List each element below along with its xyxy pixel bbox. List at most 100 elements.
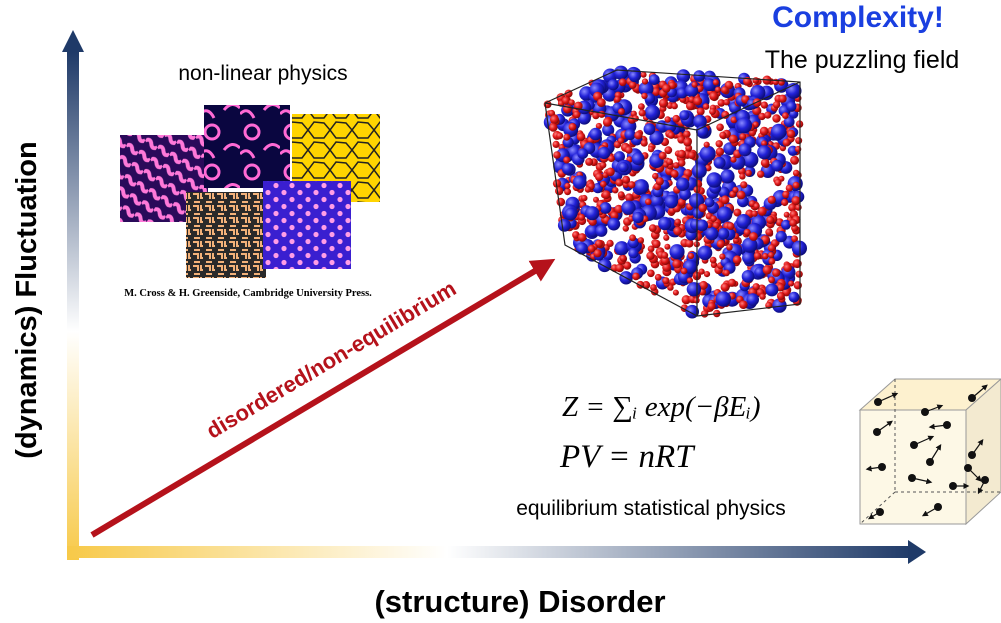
blue-sphere [676,177,690,191]
red-sphere [647,269,655,278]
blue-sphere [650,194,664,208]
red-sphere [720,282,730,292]
equation-partition-function: Z = ∑ᵢ exp(−βEᵢ) [562,391,761,423]
red-sphere [683,130,691,138]
red-sphere [619,254,627,262]
red-sphere [700,310,709,318]
diagonal-arrow-line [90,258,556,538]
red-sphere [709,108,716,115]
red-sphere [564,182,571,189]
blue-sphere [697,245,713,261]
red-sphere [749,232,758,241]
red-sphere [664,243,671,250]
red-sphere [698,203,708,213]
blue-sphere [781,219,791,230]
red-sphere [782,138,791,147]
blue-sphere [704,197,715,208]
blue-sphere [783,116,795,128]
red-sphere [677,135,686,144]
red-sphere [795,137,803,145]
red-sphere [581,194,588,202]
red-sphere [599,161,607,169]
red-sphere [792,181,800,189]
red-sphere [709,256,717,264]
red-sphere [576,132,586,141]
red-sphere [606,239,614,247]
blue-sphere [577,148,589,160]
red-sphere [752,283,760,291]
red-sphere [612,187,619,194]
red-sphere [727,278,737,287]
blue-sphere [686,282,702,297]
red-sphere [615,178,624,187]
blue-sphere [577,111,591,125]
red-sphere [728,134,738,144]
blue-sphere [741,270,755,283]
red-sphere [766,215,775,225]
cube-frame [544,69,801,317]
nonlinear-credit: M. Cross & H. Greenside, Cambridge Unive… [124,288,372,299]
blue-sphere [648,74,660,85]
red-sphere [783,211,790,218]
blue-sphere [631,152,645,166]
red-sphere [686,101,695,111]
red-sphere [674,218,682,226]
red-sphere [703,141,710,148]
red-sphere [757,206,767,216]
blue-sphere [628,248,639,259]
pattern-rings [204,105,290,188]
blue-sphere [614,241,629,256]
complexity-subtitle: The puzzling field [765,46,960,74]
red-sphere [721,86,729,94]
red-sphere [556,197,566,207]
blue-sphere [676,87,688,99]
red-sphere [745,169,752,177]
red-sphere [699,280,708,290]
axes [62,30,926,564]
red-sphere [632,115,639,122]
blue-sphere [765,283,779,297]
red-sphere [687,151,696,160]
blue-sphere [788,291,800,303]
blue-sphere [643,123,656,135]
red-sphere [597,98,606,107]
blue-sphere [561,163,574,175]
red-sphere [634,131,643,140]
red-sphere [764,111,772,119]
red-sphere [732,255,742,265]
equation-ideal-gas: PV = nRT [559,439,696,475]
gas-particle [874,398,882,406]
red-sphere [618,108,625,115]
red-sphere [595,172,604,182]
red-sphere [614,96,621,103]
red-sphere [552,179,562,188]
red-sphere [671,102,678,110]
equilibrium-caption: equilibrium statistical physics [516,497,786,520]
red-sphere [662,262,672,272]
blue-sphere [644,104,661,121]
red-sphere [640,139,648,147]
red-sphere [765,228,774,237]
diagonal-arrow-label: disordered/non-equilibrium [202,276,460,444]
blue-sphere [664,194,679,209]
disordered-cube [543,65,808,319]
red-sphere [758,112,766,121]
blue-sphere [669,244,685,260]
blue-sphere [742,251,755,265]
gas-particle [968,394,976,402]
red-sphere [788,203,797,212]
red-sphere [751,210,758,217]
red-sphere [670,169,679,178]
red-sphere [793,281,802,290]
red-sphere [650,284,657,291]
blue-sphere [754,266,766,278]
red-sphere [593,249,602,258]
red-sphere [584,186,592,193]
red-sphere [761,140,768,147]
ideal-gas-box [858,378,1001,526]
red-sphere [752,77,760,84]
red-sphere [615,263,624,273]
red-sphere [726,222,735,231]
red-sphere [720,195,730,205]
red-sphere [666,158,673,166]
